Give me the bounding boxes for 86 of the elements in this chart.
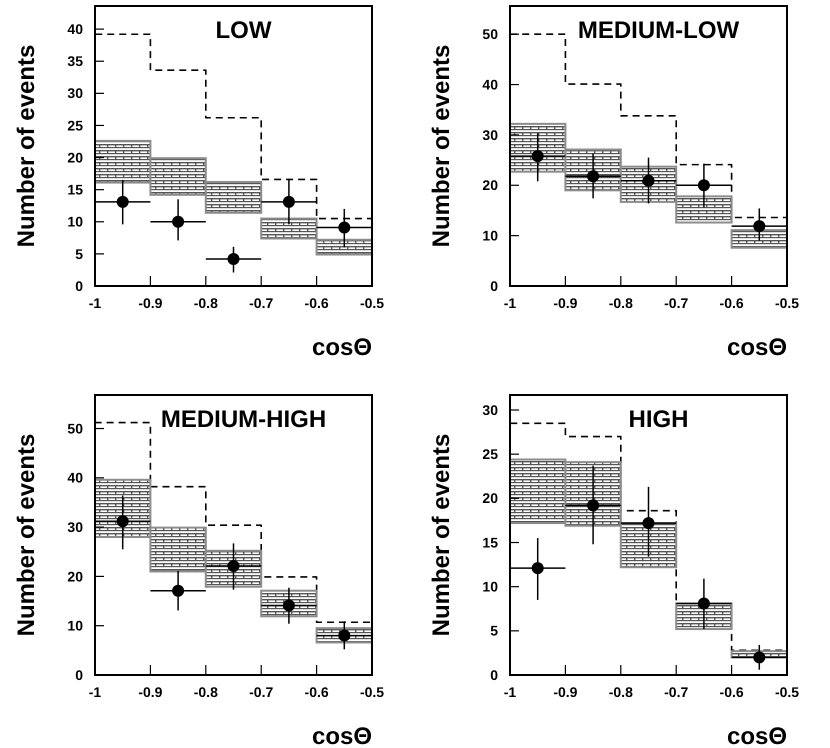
text: LOW bbox=[216, 17, 272, 44]
point bbox=[532, 562, 544, 574]
point bbox=[642, 517, 654, 530]
x-tick-label: -0.6 bbox=[720, 684, 744, 700]
y-tick-label: 30 bbox=[67, 85, 84, 102]
point bbox=[116, 515, 129, 528]
y-tick-label: 0 bbox=[75, 278, 84, 294]
y-tick-label: 0 bbox=[75, 666, 84, 683]
point bbox=[698, 179, 710, 192]
point bbox=[587, 499, 600, 512]
point bbox=[532, 150, 544, 162]
text: MEDIUM-HIGH bbox=[160, 406, 326, 433]
y-axis-title: Number of events bbox=[428, 44, 455, 248]
x-tick-label: -0.9 bbox=[138, 295, 163, 311]
x-tick-label: -0.6 bbox=[720, 295, 744, 311]
point bbox=[753, 651, 766, 664]
y-tick-label: 15 bbox=[67, 182, 84, 198]
point bbox=[338, 630, 350, 642]
y-tick-label: 10 bbox=[482, 578, 498, 595]
y-tick-label: 25 bbox=[67, 117, 84, 134]
point bbox=[753, 220, 766, 232]
y-tick-label: 35 bbox=[67, 53, 84, 70]
x-axis-title: cosΘ bbox=[726, 723, 787, 748]
y-tick-label: 15 bbox=[482, 534, 498, 550]
y-tick-label: 10 bbox=[482, 228, 498, 244]
y-tick-label: 30 bbox=[482, 402, 498, 418]
point bbox=[172, 216, 184, 228]
x-tick-label: -1 bbox=[88, 295, 102, 311]
point bbox=[228, 253, 240, 266]
x-tick-label: -0.5 bbox=[774, 684, 800, 700]
x-tick-label: -0.6 bbox=[304, 295, 329, 311]
x-tick-label: -0.7 bbox=[249, 684, 274, 700]
x-tick-label: -0.5 bbox=[360, 684, 384, 700]
y-tick-label: 30 bbox=[67, 519, 84, 536]
point bbox=[282, 599, 295, 612]
x-tick-label: -0.9 bbox=[553, 295, 578, 311]
y-tick-label: 40 bbox=[67, 21, 84, 38]
point bbox=[642, 174, 654, 187]
point bbox=[282, 196, 295, 208]
bar bbox=[675, 602, 733, 630]
y-tick-label: 5 bbox=[75, 246, 84, 262]
y-tick-label: 20 bbox=[482, 177, 498, 194]
x-tick-label: -0.7 bbox=[664, 684, 688, 700]
y-tick-label: 25 bbox=[482, 446, 498, 462]
y-tick-label: 20 bbox=[482, 490, 498, 506]
y-tick-label: 20 bbox=[67, 149, 84, 166]
x-tick-label: -0.5 bbox=[774, 295, 800, 311]
y-tick-label: 0 bbox=[490, 666, 498, 683]
point bbox=[172, 584, 184, 597]
y-tick-label: 40 bbox=[482, 76, 498, 92]
x-tick-label: -0.8 bbox=[608, 684, 634, 700]
y-tick-label: 10 bbox=[67, 214, 84, 230]
x-tick-label: -0.5 bbox=[360, 295, 384, 311]
x-axis-title: cosΘ bbox=[726, 334, 787, 361]
text: HIGH bbox=[628, 406, 688, 433]
point bbox=[587, 170, 600, 182]
x-tick-label: -0.8 bbox=[194, 295, 218, 311]
x-tick-label: -0.8 bbox=[608, 295, 634, 311]
point bbox=[338, 222, 350, 234]
y-axis-title: Number of events bbox=[13, 434, 40, 636]
y-axis-title: Number of events bbox=[13, 44, 40, 248]
x-tick-label: -0.9 bbox=[553, 684, 578, 700]
y-tick-label: 10 bbox=[67, 618, 84, 634]
text: MEDIUM-LOW bbox=[578, 17, 740, 44]
x-tick-label: -1 bbox=[504, 295, 516, 311]
y-tick-label: 50 bbox=[482, 26, 498, 42]
x-axis-title: cosΘ bbox=[312, 723, 372, 748]
y-tick-label: 0 bbox=[490, 278, 498, 294]
x-tick-label: -0.7 bbox=[249, 295, 274, 311]
point bbox=[116, 196, 129, 208]
x-tick-label: -1 bbox=[88, 684, 102, 700]
y-tick-label: 30 bbox=[482, 126, 498, 143]
y-tick-label: 5 bbox=[490, 622, 498, 639]
bar bbox=[730, 229, 788, 249]
y-tick-label: 50 bbox=[67, 420, 84, 436]
y-axis-title: Number of events bbox=[428, 434, 455, 636]
y-tick-label: 20 bbox=[67, 568, 84, 584]
point bbox=[698, 597, 710, 610]
x-axis-title: cosΘ bbox=[312, 334, 372, 361]
x-tick-label: -1 bbox=[504, 684, 516, 700]
x-tick-label: -0.8 bbox=[194, 684, 218, 700]
x-tick-label: -0.9 bbox=[138, 684, 163, 700]
y-tick-label: 40 bbox=[67, 470, 84, 486]
x-tick-label: -0.6 bbox=[304, 684, 329, 700]
point bbox=[228, 560, 240, 572]
x-tick-label: -0.7 bbox=[664, 295, 688, 311]
